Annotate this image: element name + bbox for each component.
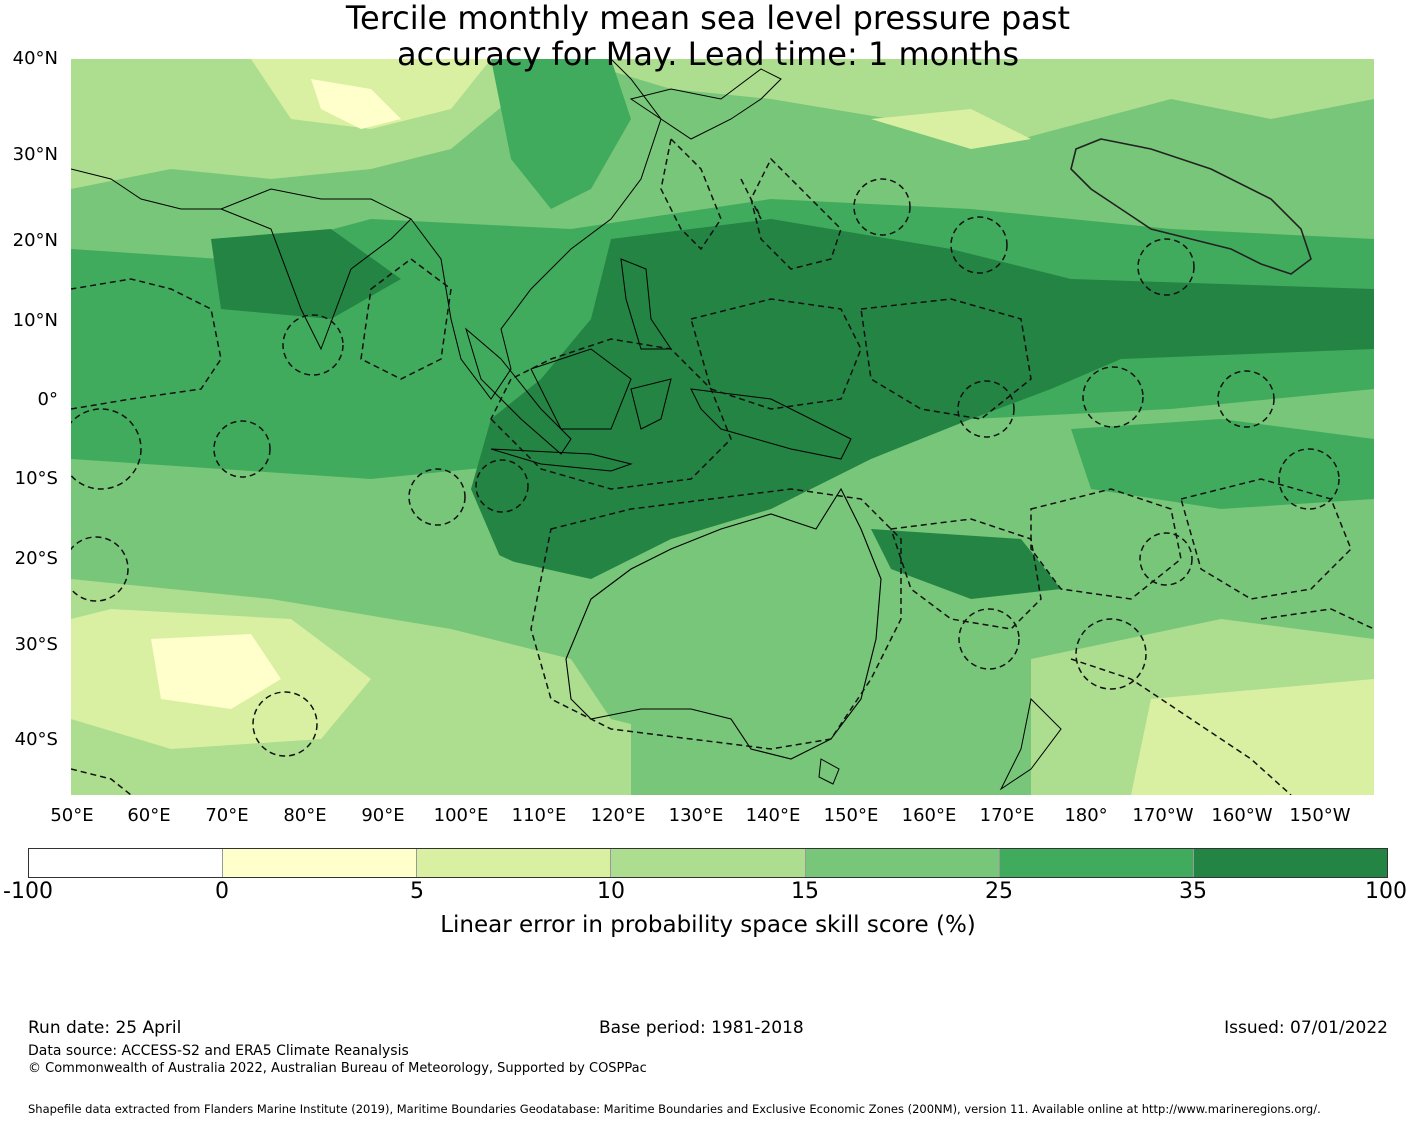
- lat-label: 40°S: [14, 729, 58, 750]
- title-line-2: accuracy for May. Lead time: 1 months: [396, 35, 1019, 73]
- lat-label: 0°: [37, 389, 58, 410]
- zone-south-pacific-lighter: [1131, 679, 1374, 795]
- map-svg: [71, 59, 1374, 795]
- new-zealand-coastline: [999, 697, 1062, 791]
- lon-label: 160°E: [901, 805, 957, 826]
- java-coastline: [490, 448, 633, 472]
- hawaii-eez-outline: [1070, 138, 1312, 275]
- lon-label: 60°E: [127, 805, 171, 826]
- colorbar-tick: -100: [3, 879, 53, 904]
- tasmania-coastline: [818, 758, 840, 785]
- lat-label: 10°S: [14, 468, 58, 489]
- new-guinea-coastline: [690, 388, 852, 460]
- colorbar-segment: [611, 849, 806, 877]
- colorbar-segment: [1193, 849, 1387, 877]
- chart-title: Tercile monthly mean sea level pressure …: [0, 0, 1416, 72]
- zone-india-dark: [211, 229, 401, 319]
- australia-coastline: [565, 487, 882, 760]
- lat-label: 10°N: [12, 310, 58, 331]
- lon-label: 170°W: [1132, 805, 1194, 826]
- base-period: Base period: 1981-2018: [599, 1018, 804, 1038]
- eez-boundaries: [71, 137, 1374, 795]
- colorbar-tick: 100: [1365, 879, 1407, 904]
- colorbar-tick: 0: [215, 879, 229, 904]
- sulawesi-coastline: [630, 378, 672, 430]
- colorbar-segment: [999, 849, 1194, 877]
- borneo-coastline: [530, 348, 632, 430]
- lon-label: 50°E: [50, 805, 94, 826]
- japan-coastline: [629, 68, 782, 140]
- title-line-1: Tercile monthly mean sea level pressure …: [345, 0, 1071, 37]
- zone-central-pacific-green: [1071, 419, 1374, 509]
- zone-south-indian-mid: [71, 479, 571, 619]
- copyright: © Commonwealth of Australia 2022, Austra…: [28, 1061, 647, 1076]
- lon-label: 110°E: [511, 805, 567, 826]
- lon-label: 140°E: [745, 805, 801, 826]
- zone-north-pacific-light: [571, 59, 1374, 139]
- arabia-coastline: [71, 168, 221, 210]
- lat-label: 30°N: [12, 144, 58, 165]
- lon-label: 150°W: [1289, 805, 1351, 826]
- lon-label: 80°E: [283, 805, 327, 826]
- lon-label: 70°E: [205, 805, 249, 826]
- lon-label: 130°E: [668, 805, 724, 826]
- colorbar-tick: 25: [985, 879, 1013, 904]
- colorbar-tick: 10: [597, 879, 625, 904]
- colorbar-tick: 15: [791, 879, 819, 904]
- lon-label: 150°E: [823, 805, 879, 826]
- colorbar-segment: [223, 849, 418, 877]
- zone-south-indian-lightest: [151, 634, 281, 709]
- lon-label: 160°W: [1211, 805, 1273, 826]
- lon-label: 120°E: [590, 805, 646, 826]
- issued-date: Issued: 07/01/2022: [1224, 1018, 1388, 1038]
- lon-label: 180°: [1064, 805, 1108, 826]
- sumatra-coastline: [465, 327, 572, 455]
- colorbar-label: Linear error in probability space skill …: [440, 912, 976, 938]
- lat-label: 20°N: [12, 230, 58, 251]
- zone-maritime-continent-dark: [471, 219, 1374, 579]
- colorbar-tick: 5: [410, 879, 424, 904]
- lat-label: 30°S: [14, 634, 58, 655]
- zone-coral-sea-dark: [871, 529, 1061, 599]
- lon-label: 100°E: [433, 805, 489, 826]
- skill-score-map: [71, 59, 1374, 795]
- se-asia-coastline: [410, 59, 662, 400]
- shapefile-credit: Shapefile data extracted from Flanders M…: [28, 1102, 1321, 1116]
- run-date: Run date: 25 April: [28, 1018, 182, 1038]
- zone-north-pacific-lighter: [871, 109, 1031, 149]
- colorbar-segment: [417, 849, 612, 877]
- data-source: Data source: ACCESS-S2 and ERA5 Climate …: [28, 1043, 409, 1059]
- colorbar: [28, 848, 1388, 878]
- lat-label: 40°N: [12, 48, 58, 69]
- india-coastline: [219, 188, 412, 351]
- lon-label: 90°E: [361, 805, 405, 826]
- lon-label: 170°E: [979, 805, 1035, 826]
- colorbar-segment: [29, 849, 224, 877]
- colorbar-tick: 35: [1179, 879, 1207, 904]
- lat-label: 20°S: [14, 548, 58, 569]
- colorbar-segment: [805, 849, 1000, 877]
- zone-tibet-lightest: [311, 79, 401, 129]
- zone-china-green: [491, 59, 631, 209]
